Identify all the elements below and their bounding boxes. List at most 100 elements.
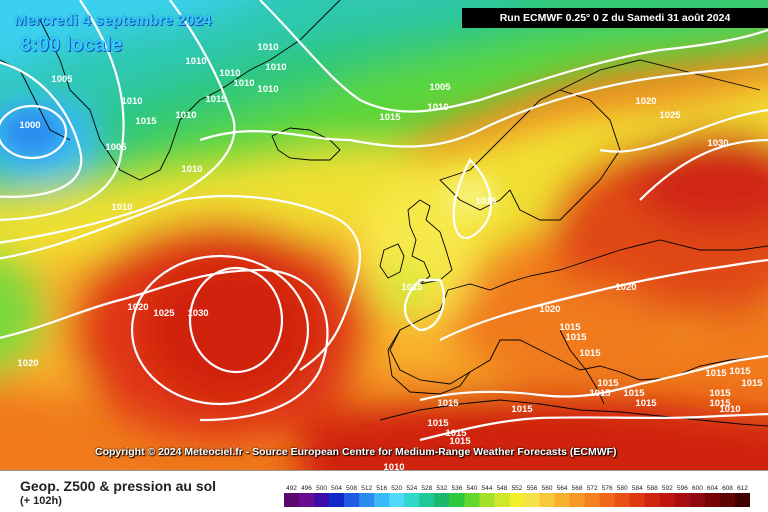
isobar-label: 1020	[615, 282, 636, 293]
isobar-label: 1015	[709, 388, 731, 399]
scale-tick-label: 580	[617, 485, 628, 492]
scale-tick-label: 500	[316, 485, 327, 492]
scale-tick-label: 600	[692, 485, 703, 492]
isobar-label: 1010	[257, 84, 278, 95]
scale-swatch	[554, 493, 570, 507]
scale-tick-label: 520	[391, 485, 402, 492]
scale-swatch	[704, 493, 721, 507]
isobar-label: 1015	[589, 388, 611, 399]
scale-tick-label: 512	[361, 485, 372, 492]
isobar-label: 1015	[445, 428, 467, 439]
scale-swatch	[434, 493, 450, 507]
scale-swatch	[734, 493, 750, 507]
isobar-label: 1015	[729, 366, 751, 377]
isobar-label: 1010	[121, 96, 142, 107]
coastlines	[0, 0, 768, 427]
copyright-notice: Copyright © 2024 Meteociel.fr - Source E…	[95, 446, 617, 458]
isobar-label: 1010	[257, 42, 278, 53]
scale-swatch	[569, 493, 585, 507]
scale-tick-label: 552	[512, 485, 523, 492]
scale-swatch	[629, 493, 646, 507]
scale-swatch	[479, 493, 495, 507]
isobar-label: 1010	[265, 62, 286, 73]
scale-tick-label: 576	[602, 485, 613, 492]
scale-swatch	[299, 493, 315, 507]
isobar-label: 1015	[565, 332, 587, 343]
scale-tick-label: 568	[572, 485, 583, 492]
isobar-label: 1010	[219, 68, 240, 79]
isobar-label: 1015	[135, 116, 157, 127]
scale-swatch	[329, 493, 345, 507]
isobar-label: 1020	[539, 304, 560, 315]
scale-tick-label: 612	[737, 485, 748, 492]
isobar-label: 1015	[579, 348, 601, 359]
scale-swatch	[374, 493, 390, 507]
isobar-label: 1030	[707, 138, 728, 149]
isobars	[0, 0, 768, 442]
scale-tick-label: 596	[677, 485, 688, 492]
scale-tick-label: 608	[722, 485, 733, 492]
scale-swatch	[659, 493, 676, 507]
scale-swatch	[314, 493, 330, 507]
scale-tick-label: 492	[286, 485, 297, 492]
isobar-label: 1000	[19, 120, 40, 131]
isobar-label: 1015	[437, 398, 459, 409]
isobar-label: 1030	[187, 308, 208, 319]
isobar-label: 1005	[105, 142, 127, 153]
isobar-label: 1015	[511, 404, 533, 415]
scale-swatch	[524, 493, 540, 507]
isobar-label: 1015	[449, 436, 471, 447]
scale-tick-label: 508	[346, 485, 357, 492]
scale-tick-label: 564	[557, 485, 568, 492]
isobar-label: 1015	[705, 368, 727, 379]
geopotential-field: 1005100010051010101510101010101010101010…	[0, 0, 768, 470]
isobar-label: 1015	[205, 94, 227, 105]
isobar-label: 1010	[233, 78, 254, 89]
scale-tick-label: 540	[466, 485, 477, 492]
scale-swatch	[584, 493, 600, 507]
isobar-label: 1015	[427, 418, 449, 429]
scale-tick-label: 588	[647, 485, 658, 492]
scale-swatch	[494, 493, 510, 507]
scale-tick-label: 604	[707, 485, 718, 492]
scale-swatch	[719, 493, 736, 507]
scale-tick-label: 560	[542, 485, 553, 492]
isobar-label: 1010	[383, 462, 404, 470]
legend-subtitle: (+ 102h)	[20, 495, 62, 507]
scale-swatch	[614, 493, 631, 507]
scale-tick-label: 496	[301, 485, 312, 492]
isobar-label: 1025	[153, 308, 175, 319]
isobar-label: 1015	[401, 282, 423, 293]
scale-tick-label: 572	[587, 485, 598, 492]
scale-tick-label: 516	[376, 485, 387, 492]
isobar-label: 1020	[635, 96, 656, 107]
legend-title: Geop. Z500 & pression au sol	[20, 478, 217, 494]
forecast-date: Mercredi 4 septembre 2024	[14, 12, 212, 29]
scale-tick-label: 532	[436, 485, 447, 492]
isobar-label: 1015	[475, 196, 497, 207]
isobar-label: 1015	[597, 378, 619, 389]
run-info: Run ECMWF 0.25° 0 Z du Samedi 31 août 20…	[462, 8, 768, 28]
scale-tick-label: 592	[662, 485, 673, 492]
isobar-label: 1005	[429, 82, 451, 93]
scale-tick-label: 544	[481, 485, 492, 492]
scale-swatch	[419, 493, 435, 507]
isobar-label: 1010	[427, 102, 448, 113]
isobar-label: 1015	[559, 322, 581, 333]
isobar-label: 1010	[185, 56, 206, 67]
scale-tick-label: 536	[451, 485, 462, 492]
isobar-label: 1020	[127, 302, 148, 313]
isobar-label: 1015	[741, 378, 763, 389]
scale-swatch	[359, 493, 375, 507]
scale-tick-label: 548	[497, 485, 508, 492]
scale-swatch	[464, 493, 480, 507]
scale-swatch	[599, 493, 616, 507]
scale-tick-label: 504	[331, 485, 342, 492]
isobar-label: 1015	[635, 398, 657, 409]
scale-swatch	[344, 493, 360, 507]
scale-tick-label: 556	[527, 485, 538, 492]
scale-swatch	[284, 493, 300, 507]
isobar-label: 1015	[623, 388, 645, 399]
isobar-label: 1010	[719, 404, 740, 415]
